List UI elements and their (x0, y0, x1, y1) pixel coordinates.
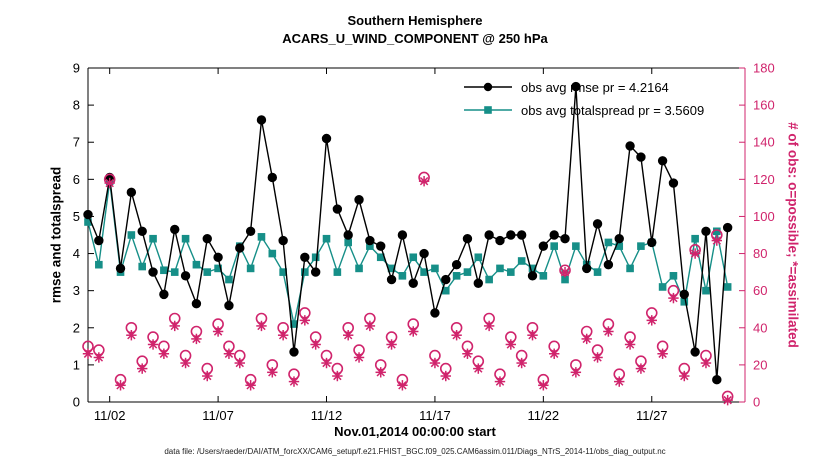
svg-text:20: 20 (753, 357, 767, 372)
svg-text:60: 60 (753, 283, 767, 298)
svg-text:160: 160 (753, 98, 775, 113)
svg-text:0: 0 (73, 395, 80, 410)
legend: obs avg rmse pr = 4.2164 obs avg totalsp… (462, 79, 704, 118)
svg-text:1: 1 (73, 357, 80, 372)
svg-text:2: 2 (73, 320, 80, 335)
svg-text:11/22: 11/22 (528, 408, 560, 423)
svg-text:11/02: 11/02 (94, 408, 126, 423)
legend-item-totalspread: obs avg totalspread pr = 3.5609 (462, 102, 704, 118)
svg-text:7: 7 (73, 135, 80, 150)
right-axis-label: # of obs: o=possible; *=assimilated (785, 122, 801, 348)
figure-subtitle: ACARS_U_WIND_COMPONENT @ 250 hPa (282, 31, 548, 46)
svg-text:11/27: 11/27 (636, 408, 668, 423)
svg-text:3: 3 (73, 283, 80, 298)
svg-text:6: 6 (73, 172, 80, 187)
svg-text:11/17: 11/17 (419, 408, 451, 423)
svg-text:100: 100 (753, 209, 775, 224)
data-file-caption: data file: /Users/raeder/DAI/ATM_forcXX/… (164, 447, 666, 456)
svg-text:80: 80 (753, 246, 767, 261)
totalspread-line-sample-icon (464, 106, 512, 114)
svg-text:0: 0 (753, 395, 760, 410)
figure-title: Southern Hemisphere (347, 13, 483, 28)
rmse-line-sample-icon (464, 82, 512, 92)
legend-item-rmse: obs avg rmse pr = 4.2164 (462, 79, 704, 95)
svg-text:180: 180 (753, 61, 775, 76)
svg-text:120: 120 (753, 172, 775, 187)
svg-text:11/12: 11/12 (311, 408, 343, 423)
svg-text:11/07: 11/07 (202, 408, 234, 423)
x-axis-label: Nov.01,2014 00:00:00 start (334, 424, 496, 439)
svg-text:8: 8 (73, 98, 80, 113)
legend-label-rmse: obs avg rmse pr = 4.2164 (521, 79, 669, 95)
svg-text:9: 9 (73, 61, 80, 76)
svg-text:5: 5 (73, 209, 80, 224)
svg-text:40: 40 (753, 320, 767, 335)
left-axis-label: rmse and totalspread (48, 166, 64, 304)
svg-text:140: 140 (753, 135, 775, 150)
legend-label-totalspread: obs avg totalspread pr = 3.5609 (521, 102, 705, 118)
svg-text:4: 4 (73, 246, 80, 261)
